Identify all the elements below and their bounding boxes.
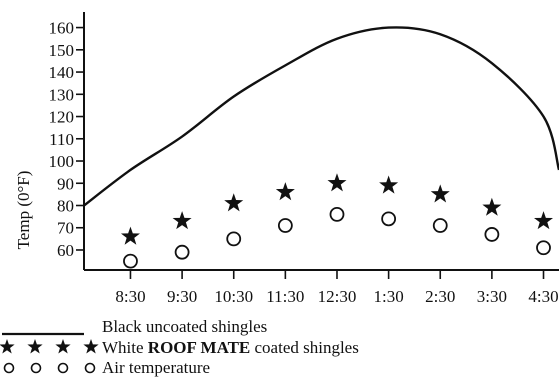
data-point-star [120, 226, 140, 245]
data-point-circle [174, 244, 190, 260]
y-tick-label: 100 [49, 152, 75, 171]
legend-circle-marker [3, 362, 15, 374]
y-tick-label: 160 [49, 19, 75, 38]
legend-circle-marker [84, 362, 96, 374]
legend-circle-marker [30, 362, 42, 374]
legend-star-label-prefix: White [102, 338, 148, 357]
x-axis: 8:30 9:30 10:30 11:30 12:30 1:30 2:30 3:30 4:30 [84, 269, 559, 306]
y-tick-label: 120 [49, 108, 75, 127]
y-tick-label: 80 [57, 197, 74, 216]
data-point-circle [381, 211, 397, 227]
data-point-star [534, 211, 554, 230]
x-tick-label: 10:30 [214, 287, 253, 306]
x-tick-label: 2:30 [425, 287, 455, 306]
y-tick-label: 110 [49, 130, 74, 149]
y-tick-label: 140 [49, 63, 75, 82]
legend-star-marker [0, 339, 15, 354]
data-point-star [275, 182, 295, 201]
y-tick-label: 90 [57, 174, 74, 193]
series [83, 26, 559, 269]
legend-star-marker [55, 339, 71, 354]
x-tick-label: 8:30 [115, 287, 145, 306]
legend-circle-label: Air temperature [102, 358, 210, 377]
y-tick-label: 70 [57, 219, 74, 238]
y-tick-label: 150 [49, 41, 75, 60]
data-point-circle [226, 231, 242, 247]
data-point-circle [277, 218, 293, 233]
legend-star-label: White ROOF MATE coated shingles [102, 338, 359, 357]
data-point-circle [329, 206, 345, 222]
legend-star-label-suffix: coated shingles [250, 338, 359, 357]
legend-line-label: Black uncoated shingles [102, 317, 267, 336]
data-point-circle [484, 227, 500, 242]
data-point-circle [123, 253, 138, 269]
x-tick-label: 11:30 [266, 287, 304, 306]
x-tick-label: 1:30 [374, 287, 404, 306]
legend-star-marker [83, 339, 99, 354]
series-line-black-shingles [83, 26, 559, 207]
y-axis-title: Temp (0°F) [14, 171, 33, 250]
legend-star-label-bold: ROOF MATE [148, 338, 250, 357]
legend-star-swatch [0, 339, 99, 354]
y-axis: 60 70 80 90 100 110 120 130 140 150 160 [49, 12, 85, 270]
data-point-star [327, 173, 347, 192]
x-tick-label: 4:30 [528, 287, 558, 306]
data-point-star [224, 193, 244, 212]
data-point-star [379, 175, 399, 194]
y-tick-label: 130 [49, 85, 75, 104]
y-tick-label: 60 [57, 241, 74, 260]
data-point-circle [432, 218, 448, 233]
legend: Black uncoated shingles White ROOF MATE … [0, 317, 359, 377]
x-tick-label: 9:30 [167, 287, 197, 306]
legend-circle-swatch [3, 362, 96, 374]
data-point-circle [536, 240, 551, 256]
data-point-star [430, 184, 450, 203]
x-tick-label: 12:30 [318, 287, 357, 306]
legend-circle-marker [57, 362, 69, 374]
data-point-star [172, 211, 192, 230]
x-tick-label: 3:30 [477, 287, 507, 306]
legend-star-marker [27, 339, 43, 354]
data-point-star [482, 197, 502, 216]
